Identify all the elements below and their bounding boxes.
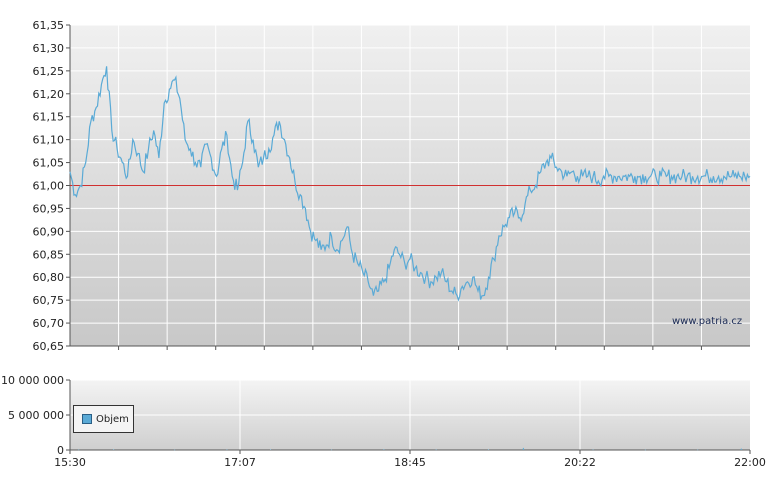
legend-label-objem: Objem xyxy=(96,413,129,425)
legend-swatch xyxy=(82,414,92,424)
price-y-tick-label: 61,30 xyxy=(33,42,65,55)
volume-bar xyxy=(592,449,594,451)
x-tick-label: 18:45 xyxy=(394,456,426,469)
volume-bar xyxy=(113,449,115,450)
volume-bar xyxy=(487,449,489,451)
price-y-tick-label: 60,90 xyxy=(33,225,65,238)
price-y-tick-label: 60,70 xyxy=(33,317,65,330)
price-y-tick-label: 61,05 xyxy=(33,157,65,170)
volume-bar xyxy=(331,449,333,451)
price-y-tick-label: 61,20 xyxy=(33,88,65,101)
watermark: www.patria.cz xyxy=(672,316,743,327)
price-y-tick-label: 61,25 xyxy=(33,65,65,78)
volume-bar xyxy=(740,448,742,450)
volume-y-tick-label: 5 000 000 xyxy=(8,409,64,422)
price-y-tick-label: 60,65 xyxy=(33,340,65,353)
price-panel: 61,35 61,30 61,25 61,20 61,15 61,10 61,05 61,00… xyxy=(33,19,751,353)
volume-bar xyxy=(270,449,272,451)
x-tick-label: 15:30 xyxy=(54,456,86,469)
price-y-tick-label: 61,00 xyxy=(33,180,65,193)
volume-legend: Objem xyxy=(73,405,134,433)
price-y-tick-label: 60,80 xyxy=(33,271,65,284)
price-y-tick-label: 60,85 xyxy=(33,248,65,261)
price-y-tick-label: 61,10 xyxy=(33,134,65,147)
volume-bar xyxy=(78,449,80,451)
volume-bar xyxy=(697,449,699,451)
volume-bar xyxy=(644,449,646,451)
volume-bar xyxy=(435,449,437,451)
x-tick-label: 20:22 xyxy=(564,456,596,469)
price-y-tick-label: 60,95 xyxy=(33,202,65,215)
volume-panel: 10 000 000 5 000 000 015:30 17:07 18:45 20:22… xyxy=(1,374,766,469)
price-y-tick-label: 61,35 xyxy=(33,19,65,32)
price-y-tick-label: 61,15 xyxy=(33,111,65,124)
price-series-line xyxy=(69,66,751,302)
price-y-tick-label: 60,75 xyxy=(33,294,65,307)
volume-y-tick-label: 10 000 000 xyxy=(1,374,64,387)
volume-bar xyxy=(522,447,524,450)
volume-y-tick-label: 0 xyxy=(57,444,64,457)
volume-bar xyxy=(174,449,176,451)
volume-bar xyxy=(383,449,385,450)
x-tick-label: 22:00 xyxy=(734,456,766,469)
x-tick-label: 17:07 xyxy=(224,456,256,469)
volume-bar xyxy=(226,449,228,451)
